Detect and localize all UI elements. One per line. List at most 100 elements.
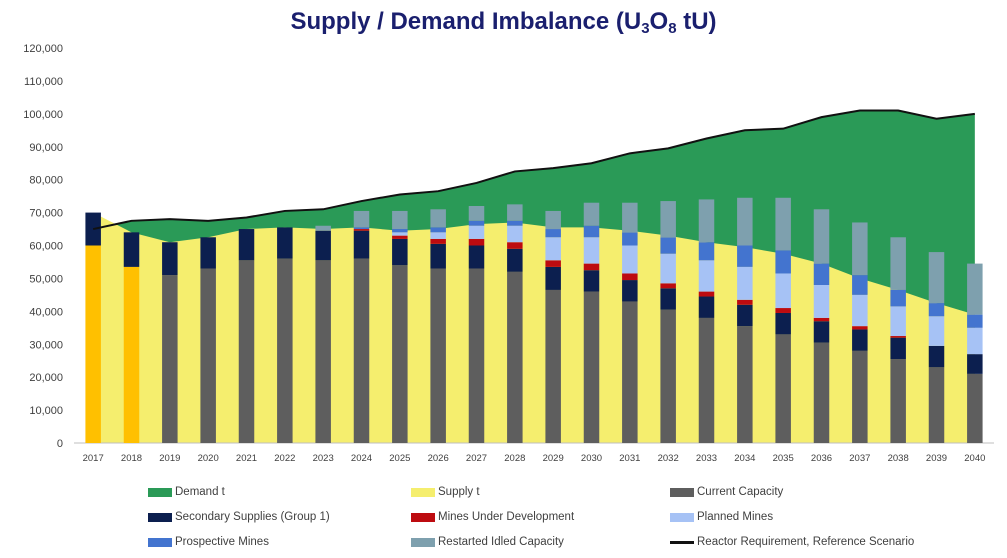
bar-segment-mines-under-development-2030 <box>583 263 600 271</box>
bar-segment-secondary-supplies-group-1--2019 <box>162 242 178 276</box>
bar-segment-secondary-supplies-group-1--2018 <box>123 232 140 267</box>
legend-label: Secondary Supplies (Group 1) <box>175 511 330 523</box>
bar-segment-current-capacity-2040 <box>967 373 983 443</box>
bar-segment-secondary-supplies-group-1--2032 <box>660 288 676 310</box>
chart-canvas: 0 10,000 20,000 30,000 40,000 50,000 60,000 70,… <box>23 43 994 464</box>
legend-label: Current Capacity <box>697 486 784 498</box>
x-tick-label: 2017 <box>83 453 104 464</box>
legend-label: Mines Under Development <box>438 511 575 523</box>
bar-segment-secondary-supplies-group-1--2027 <box>468 245 485 269</box>
x-tick-label: 2019 <box>159 453 180 464</box>
bar-segment-current-capacity-2038 <box>890 359 906 443</box>
bar-segment-restarted-idled-capacity-2035 <box>775 197 791 251</box>
legend-swatch <box>670 540 694 544</box>
bar-segment-mines-under-development-2031 <box>622 273 638 281</box>
y-tick-label: 80,000 <box>29 175 63 187</box>
bar-segment-prospective-mines-2037 <box>852 275 868 295</box>
x-tick-label: 2032 <box>658 453 679 464</box>
bar-segment-mines-under-development-2034 <box>737 299 753 305</box>
bar-segment-restarted-idled-capacity-2031 <box>622 202 638 233</box>
bar-segment-restarted-idled-capacity-2023 <box>315 225 331 231</box>
legend-item: Current Capacity <box>670 483 783 501</box>
y-tick-label: 110,000 <box>24 76 63 88</box>
bar-segment-planned-mines-2034 <box>737 266 753 300</box>
bar-segment-current-capacity-2029 <box>545 289 561 443</box>
bar-segment-current-capacity-2017 <box>85 245 101 443</box>
bar-segment-current-capacity-2026 <box>430 268 446 443</box>
y-tick-label: 60,000 <box>29 241 63 253</box>
x-tick-label: 2031 <box>619 453 640 464</box>
bar-segment-planned-mines-2040 <box>967 327 983 355</box>
bar-segment-restarted-idled-capacity-2026 <box>430 209 446 228</box>
bar-segment-current-capacity-2035 <box>775 334 791 443</box>
bar-segment-mines-under-development-2029 <box>545 260 561 267</box>
x-tick-label: 2021 <box>236 453 257 464</box>
bar-segment-prospective-mines-2035 <box>775 250 791 274</box>
bar-segment-planned-mines-2035 <box>775 273 791 309</box>
bar-segment-planned-mines-2036 <box>813 285 830 318</box>
x-tick-label: 2023 <box>313 453 334 464</box>
legend-label: Planned Mines <box>697 511 774 523</box>
legend-swatch <box>148 487 172 497</box>
bar-segment-restarted-idled-capacity-2029 <box>545 210 561 230</box>
legend-label: Restarted Idled Capacity <box>438 536 564 548</box>
bar-segment-secondary-supplies-group-1--2036 <box>813 321 830 343</box>
bar-segment-restarted-idled-capacity-2033 <box>698 199 715 243</box>
bar-segment-prospective-mines-2034 <box>737 245 753 267</box>
x-tick-label: 2018 <box>121 453 142 464</box>
bar-segment-secondary-supplies-group-1--2033 <box>698 296 715 318</box>
y-tick-label: 50,000 <box>29 273 63 285</box>
x-tick-label: 2035 <box>773 453 794 464</box>
bar-segment-mines-under-development-2027 <box>468 238 485 246</box>
bar-segment-planned-mines-2038 <box>890 306 906 337</box>
bar-segment-prospective-mines-2031 <box>622 232 638 246</box>
x-tick-label: 2026 <box>428 453 449 464</box>
legend-label: Supply t <box>438 486 480 498</box>
bar-segment-current-capacity-2032 <box>660 309 676 443</box>
x-tick-label: 2040 <box>964 453 985 464</box>
bar-segment-restarted-idled-capacity-2036 <box>813 209 830 264</box>
bar-segment-prospective-mines-2028 <box>507 220 523 226</box>
x-tick-label: 2039 <box>926 453 947 464</box>
legend-label: Prospective Mines <box>175 536 269 548</box>
x-tick-label: 2038 <box>888 453 909 464</box>
bar-segment-current-capacity-2023 <box>315 260 331 443</box>
legend-item: Demand t <box>148 483 225 501</box>
legend-item: Reactor Requirement, Reference Scenario <box>670 533 914 551</box>
y-tick-label: 30,000 <box>29 339 63 351</box>
bar-segment-current-capacity-2021 <box>238 260 255 443</box>
legend-item: Restarted Idled Capacity <box>411 533 564 551</box>
x-tick-label: 2028 <box>504 453 525 464</box>
legend-swatch <box>411 512 435 522</box>
x-tick-label: 2029 <box>543 453 564 464</box>
y-tick-label: 90,000 <box>29 142 63 154</box>
bar-segment-current-capacity-2025 <box>392 265 408 443</box>
bar-segment-current-capacity-2019 <box>162 275 178 443</box>
y-tick-label: 20,000 <box>29 372 63 384</box>
x-tick-label: 2027 <box>466 453 487 464</box>
x-tick-label: 2020 <box>198 453 219 464</box>
bar-segment-planned-mines-2033 <box>698 260 715 292</box>
y-tick-label: 70,000 <box>29 208 63 220</box>
legend-item: Mines Under Development <box>411 508 574 526</box>
bar-segment-mines-under-development-2025 <box>392 235 408 239</box>
bar-segment-current-capacity-2037 <box>852 350 868 443</box>
bar-segment-restarted-idled-capacity-2028 <box>507 204 523 221</box>
bar-segment-prospective-mines-2039 <box>928 303 945 317</box>
bar-segment-restarted-idled-capacity-2040 <box>967 263 983 315</box>
x-tick-label: 2037 <box>849 453 870 464</box>
bar-segment-secondary-supplies-group-1--2023 <box>315 230 331 261</box>
bar-segment-current-capacity-2039 <box>928 367 945 443</box>
bar-segment-prospective-mines-2033 <box>698 242 715 261</box>
bar-segment-secondary-supplies-group-1--2029 <box>545 266 561 290</box>
legend-item: Planned Mines <box>670 508 773 526</box>
bar-segment-mines-under-development-2038 <box>890 336 906 338</box>
bar-segment-restarted-idled-capacity-2039 <box>928 252 945 304</box>
bar-segment-secondary-supplies-group-1--2040 <box>967 354 983 374</box>
bar-segment-mines-under-development-2037 <box>852 326 868 330</box>
bar-segment-restarted-idled-capacity-2032 <box>660 201 676 238</box>
bar-segment-restarted-idled-capacity-2030 <box>583 202 600 226</box>
bar-segment-secondary-supplies-group-1--2028 <box>507 248 523 272</box>
bar-segment-prospective-mines-2025 <box>392 229 408 233</box>
bar-segment-prospective-mines-2038 <box>890 289 906 307</box>
